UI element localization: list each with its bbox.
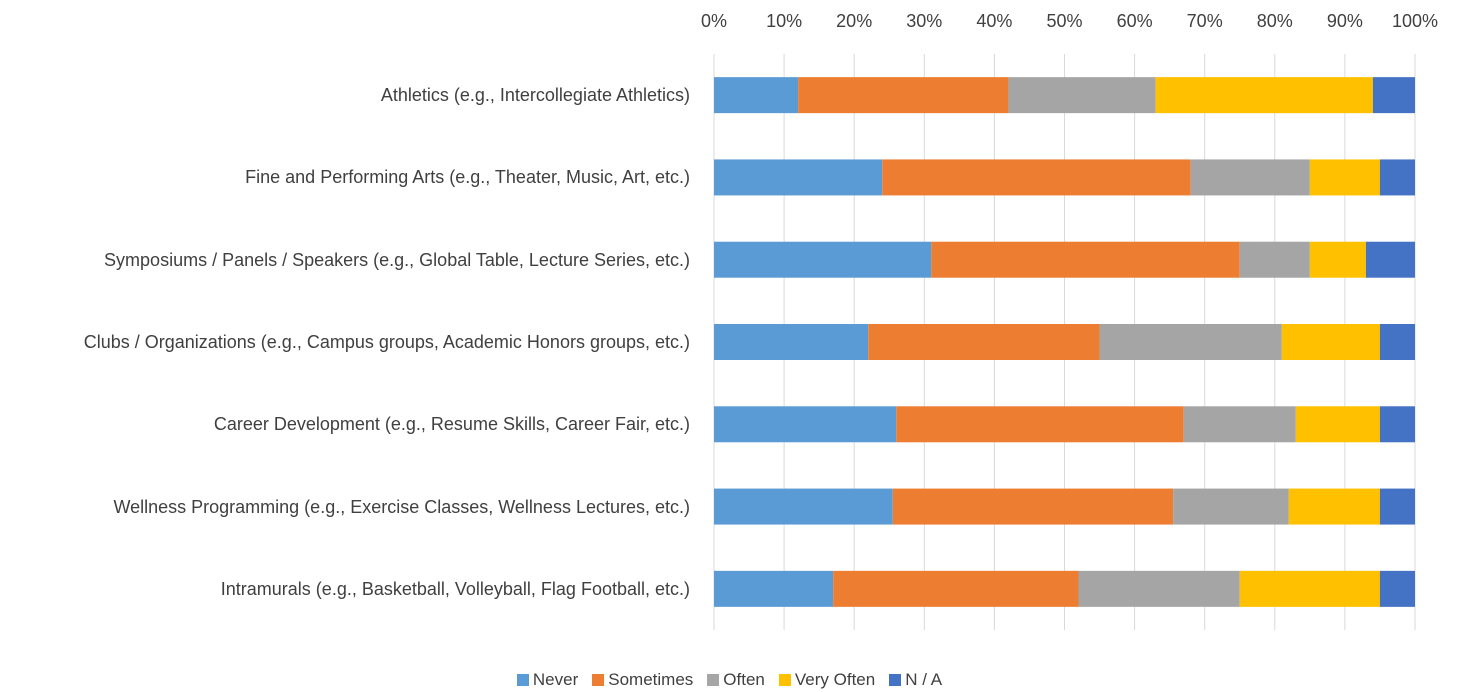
legend-label: Sometimes — [608, 670, 694, 689]
legend-swatch — [516, 674, 529, 686]
x-tick-label: 90% — [1327, 11, 1363, 31]
bar-segment — [1288, 488, 1380, 525]
y-tick-label: Athletics (e.g., Intercollegiate Athleti… — [380, 85, 690, 106]
bar-segment — [1379, 159, 1415, 196]
bar-segment — [1379, 406, 1415, 443]
legend-item: Sometimes — [592, 670, 693, 690]
bar-segment — [1281, 324, 1380, 360]
bar-segment — [1295, 406, 1380, 443]
bar-segment — [1379, 570, 1415, 607]
legend-swatch — [707, 674, 720, 686]
bar-segment — [1190, 159, 1310, 196]
x-tick-label: 10% — [766, 11, 802, 31]
y-tick-label: Intramurals (e.g., Basketball, Volleybal… — [220, 578, 690, 599]
bar-segment — [931, 241, 1240, 278]
y-tick-label: Wellness Programming (e.g., Exercise Cla… — [113, 496, 690, 517]
legend-label: Often — [723, 670, 765, 689]
bar-segment — [1155, 77, 1373, 114]
bar-segment — [1239, 241, 1310, 278]
bar-segment — [1099, 324, 1282, 360]
y-tick-label: Symposiums / Panels / Speakers (e.g., Gl… — [104, 249, 690, 270]
bar-segment — [714, 159, 883, 196]
bar-segment — [1183, 406, 1296, 443]
bar-segment — [896, 406, 1184, 443]
bar-segment — [1309, 241, 1366, 278]
bar-segment — [798, 77, 1009, 114]
x-tick-label: 70% — [1187, 11, 1223, 31]
legend-swatch — [778, 674, 791, 686]
legend-item: Never — [516, 670, 579, 690]
legend-item: Very Often — [778, 670, 876, 690]
legend-label: Very Often — [794, 670, 876, 689]
bar-segment — [1379, 488, 1415, 525]
bar-segment — [714, 241, 932, 278]
bar-segment — [1309, 159, 1380, 196]
bar-segment — [1173, 488, 1289, 525]
y-tick-label: Career Development (e.g., Resume Skills,… — [213, 414, 690, 435]
x-tick-label: 80% — [1257, 11, 1293, 31]
bar-segment — [892, 488, 1174, 525]
x-tick-label: 100% — [1392, 11, 1438, 31]
bar-segment — [868, 324, 1100, 360]
legend-swatch — [592, 674, 605, 686]
x-tick-label: 50% — [1046, 11, 1082, 31]
bar-segment — [882, 159, 1191, 196]
x-tick-label: 20% — [836, 11, 872, 31]
bar-segment — [714, 406, 897, 443]
x-tick-label: 0% — [701, 11, 727, 31]
bar-segment — [1365, 241, 1415, 278]
y-tick-label: Clubs / Organizations (e.g., Campus grou… — [83, 332, 690, 352]
legend-label: Never — [532, 670, 579, 689]
bar-segment — [714, 324, 869, 360]
legend-item: N / A — [889, 670, 942, 690]
bar-segment — [1078, 570, 1240, 607]
legend-item: Often — [707, 670, 765, 690]
x-tick-label: 40% — [976, 11, 1012, 31]
legend: Never Sometimes Often Very Often N / A — [0, 670, 1459, 690]
y-tick-label: Fine and Performing Arts (e.g., Theater,… — [245, 167, 690, 188]
legend-label: N / A — [905, 670, 943, 689]
bar-segment — [714, 570, 834, 607]
bar-segment — [1379, 324, 1415, 360]
bar-segment — [714, 77, 799, 114]
bar-segment — [1008, 77, 1156, 114]
x-tick-label: 60% — [1117, 11, 1153, 31]
bar-segment — [1239, 570, 1380, 607]
bar-segment — [714, 488, 893, 525]
x-tick-label: 30% — [906, 11, 942, 31]
legend-swatch — [889, 674, 902, 686]
bar-segment — [833, 570, 1079, 607]
bar-segment — [1372, 77, 1415, 114]
